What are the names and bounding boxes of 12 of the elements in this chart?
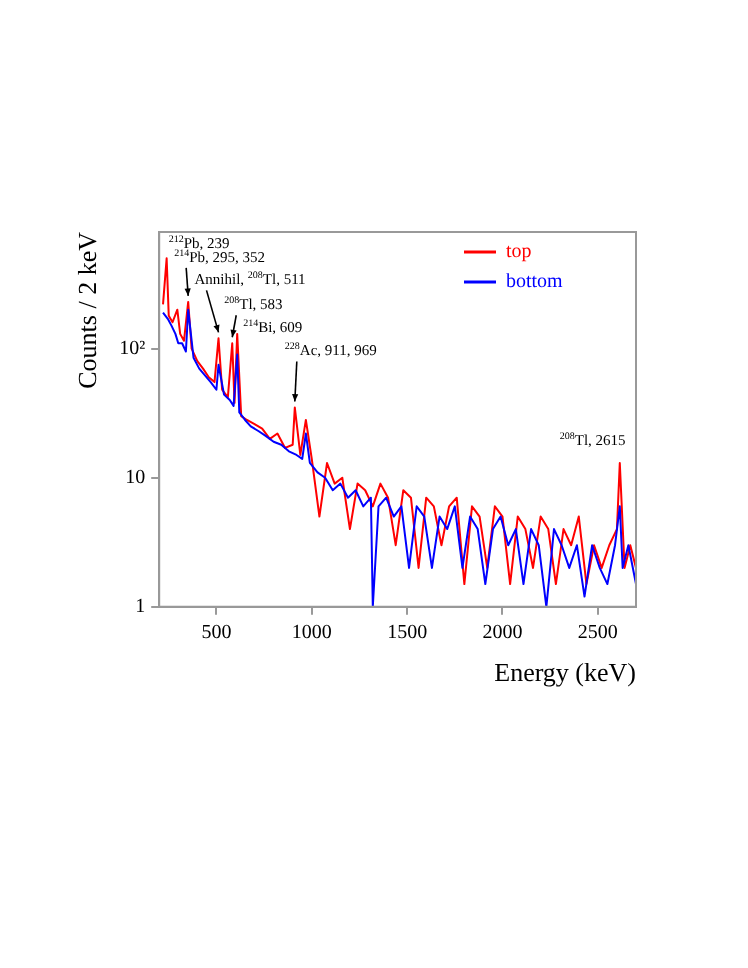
x-tick-label: 500 — [201, 622, 232, 645]
x-tick-label: 1000 — [291, 622, 332, 645]
y-tick-label: 1 — [135, 596, 146, 619]
y-tick-label: 10² — [119, 337, 146, 360]
legend-label: bottom — [506, 271, 564, 294]
x-tick-label: 2000 — [482, 622, 523, 645]
y-axis-title: Counts / 2 keV — [72, 230, 103, 389]
x-tick-label: 2500 — [577, 622, 618, 645]
x-axis-title: Energy (keV) — [494, 657, 636, 688]
x-tick-label: 1500 — [387, 622, 428, 645]
y-tick-label: 10 — [125, 466, 146, 489]
legend-label: top — [506, 241, 532, 264]
